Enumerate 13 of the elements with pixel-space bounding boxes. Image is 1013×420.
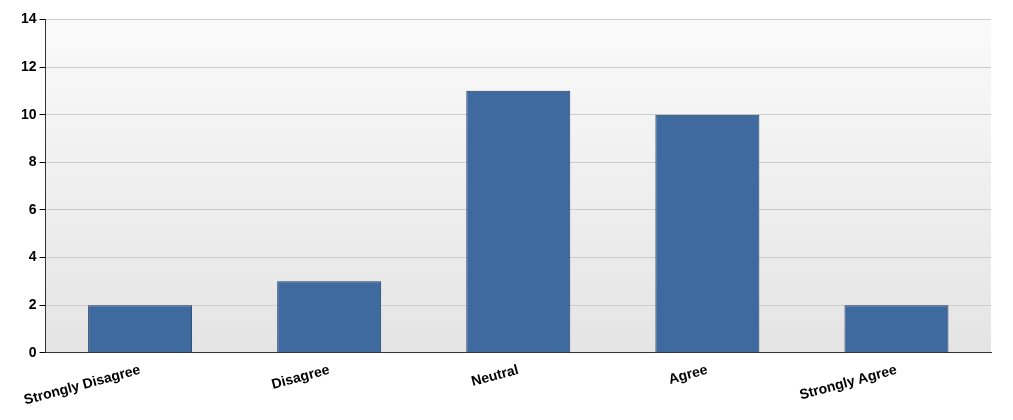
y-tick-label: 10 <box>20 105 37 122</box>
y-tick-label: 8 <box>28 153 37 170</box>
y-tick-label: 6 <box>28 200 37 217</box>
x-tick-label: Disagree <box>269 360 332 392</box>
y-tick-label: 0 <box>28 343 37 360</box>
x-tick-label: Neutral <box>469 361 521 389</box>
y-tick-label: 4 <box>28 248 37 265</box>
x-tick-label: Agree <box>666 360 710 387</box>
x-tick-label: Strongly Agree <box>797 360 899 403</box>
y-tick-label: 14 <box>20 10 37 27</box>
x-tick-label: Strongly Disagree <box>22 361 143 408</box>
y-tick-label: 2 <box>28 296 37 312</box>
y-tick-label: 12 <box>20 57 37 74</box>
